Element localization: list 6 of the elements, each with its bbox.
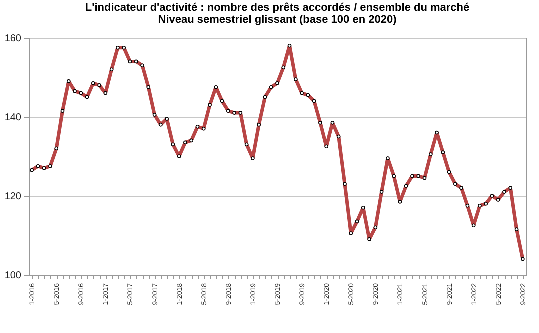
chart-title: L'indicateur d'activité : nombre des prêts accordés / ensemble du marché — [85, 2, 470, 14]
chart-subtitle: Niveau semestriel glissant (base 100 en 2020) — [158, 14, 398, 26]
y-tick-label: 100 — [4, 270, 22, 282]
y-tick-label: 120 — [4, 192, 22, 202]
y-tick-label: 160 — [4, 34, 22, 44]
y-tick-label: 140 — [4, 112, 22, 124]
